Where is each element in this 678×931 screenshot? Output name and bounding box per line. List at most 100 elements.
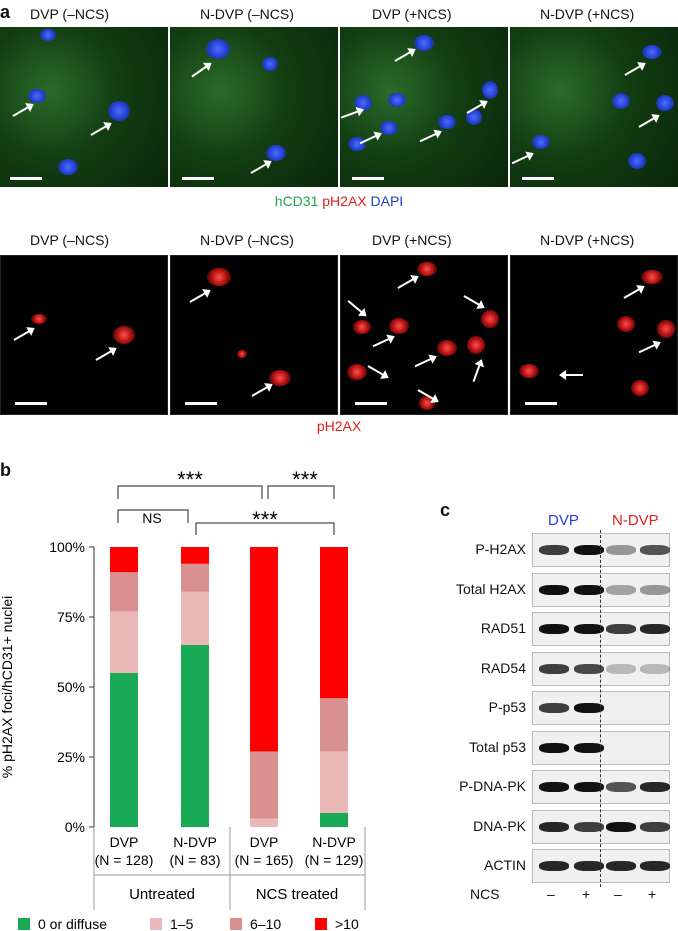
blot-band [539,703,569,713]
legend-swatch-3 [315,918,327,930]
bar-segment-3-3 [250,751,278,819]
blot-label-p-h2ax: P-H2AX [475,541,526,557]
bar-segment-2-3 [181,563,209,592]
micrograph-merge-ndvp-untreated [170,27,338,187]
blot-band [539,861,569,871]
bar-segment-1-2 [110,611,138,673]
significance-brackets [117,485,335,535]
blot-band [539,663,569,674]
blot-band [640,663,670,674]
bar-segment-4-2 [320,751,348,813]
blot-row [532,809,670,844]
bar-segment-1-1 [110,673,138,827]
panel-b-letter: b [0,460,11,480]
category-1-name: DVP [110,834,139,850]
ncs-sign-3: – [614,886,622,902]
legend-label-3: >10 [335,916,359,931]
category-4-name: N-DVP [312,834,356,850]
blot-band [606,545,636,555]
blot-band [539,742,569,753]
blot-band [606,663,636,674]
blot-band [606,624,636,634]
category-table [93,827,366,910]
legend-dapi: DAPI [370,193,404,209]
blot-divider [600,530,601,887]
group-untreated: Untreated [129,886,195,903]
legend-label-2: 6–10 [250,916,281,931]
sig-ns: NS [142,510,161,526]
bottom-title-2: N-DVP (–NCS) [200,232,294,248]
blot-band [606,584,636,595]
y-tick-label: 25% [57,749,85,765]
top-title-3: DVP (+NCS) [372,6,452,22]
blot-band [640,624,670,634]
blot-band [574,663,604,674]
blot-band [574,821,604,832]
y-tick-label: 75% [57,609,85,625]
bottom-title-4: N-DVP (+NCS) [540,232,635,248]
blot-label-total-h2ax: Total H2AX [455,580,526,597]
blot-label-p-dna-pk: P-DNA-PK [459,778,526,794]
ncs-sign-1: – [547,886,555,902]
blot-band [606,821,636,832]
bottom-title-3: DVP (+NCS) [372,232,452,248]
micrograph-ph2ax-ndvp-ncs [510,255,678,415]
micrograph-merge-ndvp-ncs [510,27,678,187]
top-title-1: DVP (–NCS) [30,6,110,22]
blot-band [574,545,604,555]
panel-c-letter: c [440,500,451,520]
group-label-ndvp: N-DVP [612,512,659,529]
legend-swatch-2 [230,918,242,930]
micrograph-ph2ax-dvp-untreated [0,255,168,415]
blot-label-dna-pk: DNA-PK [473,817,526,834]
category-4-n: (N = 129) [305,852,364,868]
bar-segment-1-4 [110,547,138,573]
blot-row [532,572,670,607]
blot-band [539,545,569,555]
group-ncs-treated: NCS treated [256,886,339,903]
legend-label-0: 0 or diffuse [38,916,107,931]
micrograph-merge-dvp-ncs [340,27,508,187]
bottom-caption: pH2AX [316,418,362,434]
y-tick-label: 50% [57,679,85,695]
panel-b-chart: *** *** NS *** % pH2AX foci/hCD31+ nucle… [0,467,366,931]
bar-segment-2-4 [181,547,209,564]
y-tick-label: 0% [65,819,85,835]
y-tick-label: 100% [49,539,85,555]
blot-band [574,742,604,753]
ncs-sign-2: + [582,886,591,902]
top-title-2: N-DVP (–NCS) [200,6,294,22]
micrograph-ph2ax-ndvp-untreated [170,255,338,415]
blot-band [574,782,604,792]
bar-segment-4-3 [320,698,348,752]
blot-row [532,612,670,646]
blot-band [574,624,604,634]
legend-hcd31: hCD31 [274,193,319,209]
bar-segment-1-3 [110,572,138,612]
category-2-name: N-DVP [173,834,217,850]
category-3-name: DVP [250,834,279,850]
micrograph-merge-dvp-untreated [0,27,168,187]
blot-label-rad51: RAD51 [480,620,526,636]
sig-top-left: *** [177,467,203,492]
bar-segment-3-2 [250,818,278,827]
blot-row [532,849,670,883]
blot-row [532,691,670,725]
blot-label-rad54: RAD54 [480,659,526,676]
category-1-n: (N = 128) [95,852,154,868]
stain-legend: hCD31 pH2AX DAPI [0,193,678,209]
blot-band [539,624,569,634]
sig-middle: *** [252,507,278,532]
blot-band [574,861,604,871]
legend-swatch-1 [150,918,162,930]
top-title-4: N-DVP (+NCS) [540,6,635,22]
legend-swatch-0 [18,918,30,930]
legend-ph2ax: pH2AX [322,193,367,209]
ncs-sign-4: + [648,886,657,902]
group-label-dvp: DVP [548,512,579,529]
blot-band [539,782,569,792]
blot-row [532,651,670,686]
ncs-label: NCS [470,886,500,902]
bottom-title-1: DVP (–NCS) [30,232,110,248]
blot-band [606,861,636,871]
